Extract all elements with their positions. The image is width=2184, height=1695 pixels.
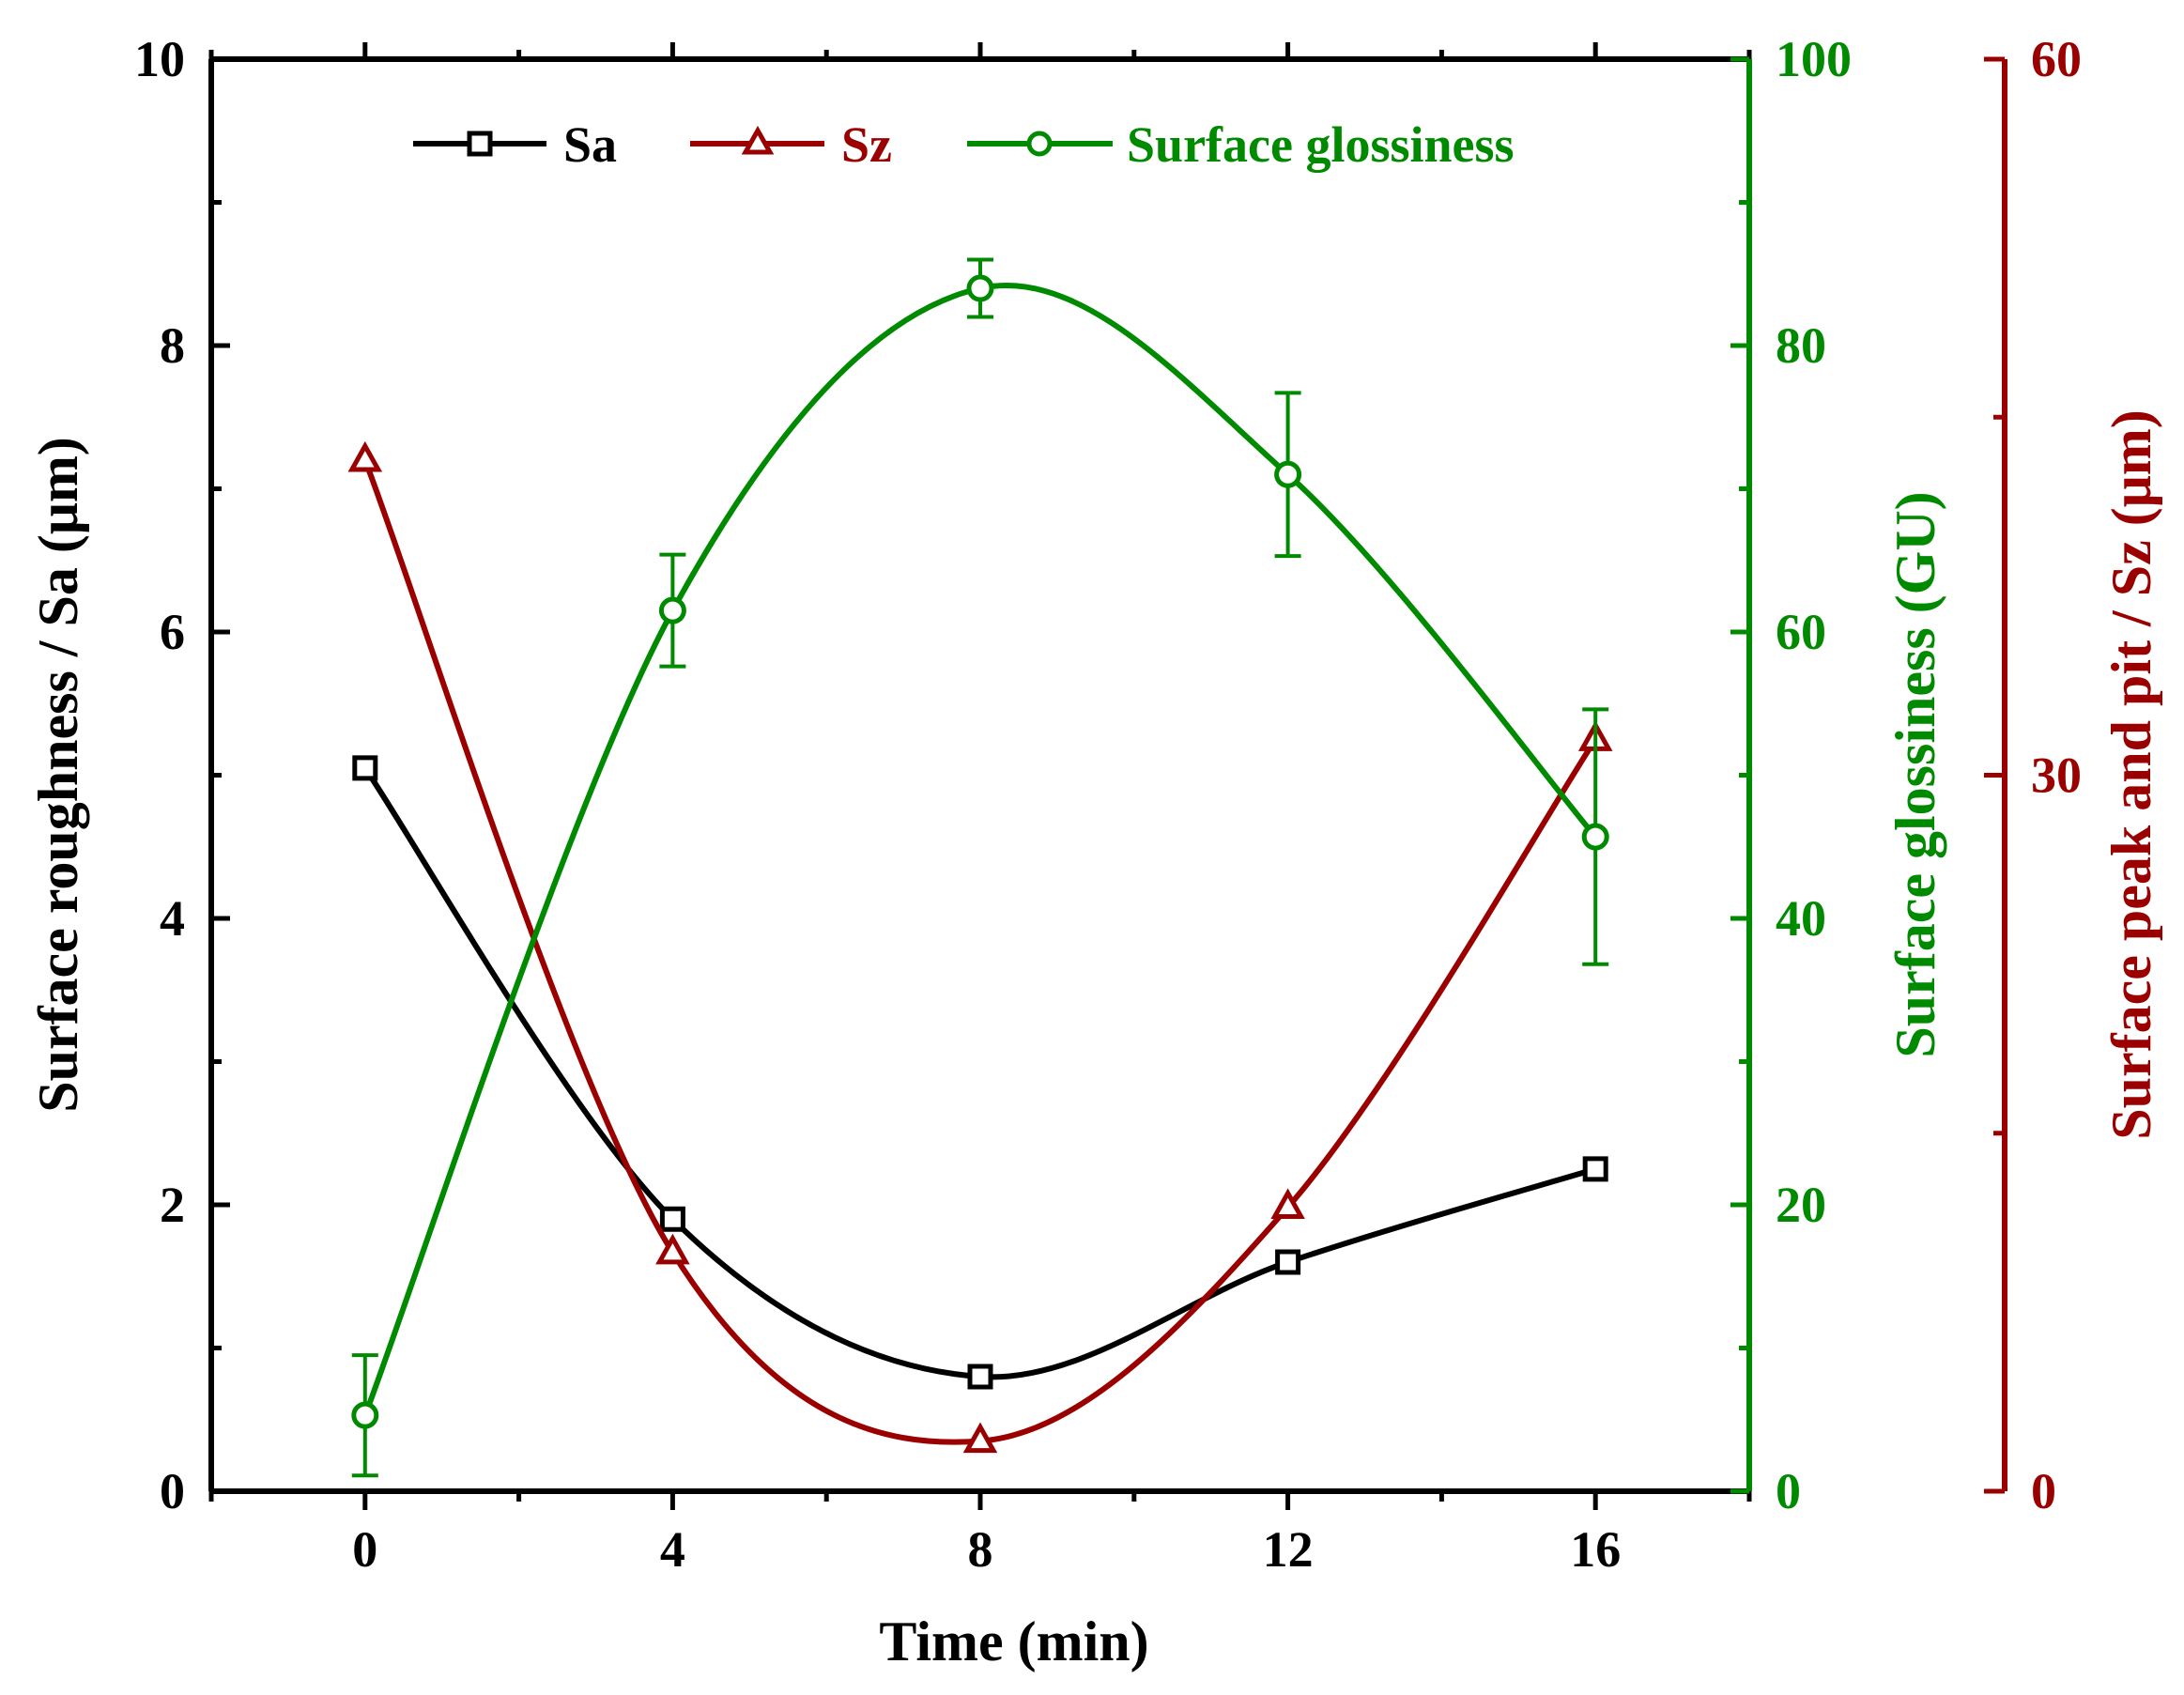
left-tick-label-4: 4 [160,890,185,947]
x-tick-label-0: 0 [352,1521,377,1578]
sz-line [362,458,1598,1445]
glossiness-tick-label-20: 20 [1776,1177,1826,1233]
series-layer [347,257,1613,1478]
glossiness-tick-label-60: 60 [1776,604,1826,660]
sz-point-4 [655,1233,690,1265]
sz-axis-title: Surface peak and pit / Sz (μm) [2100,409,2162,1139]
surface-glossiness-point-0 [351,1401,379,1429]
sz-point-12 [1270,1188,1305,1220]
surface-glossiness-line [361,283,1598,1417]
legend-sz-marker [741,125,775,155]
sa-point-4 [659,1206,685,1232]
glossiness-tick-label-80: 80 [1776,317,1826,374]
sa-point-0 [352,755,378,781]
legend-glossiness-marker [1026,131,1053,157]
x-axis-title: Time (min) [879,1610,1148,1672]
legend-entry-glossiness: Surface glossiness [967,116,1515,173]
sz-tick-label-0: 0 [2031,1463,2056,1519]
left-axis-title: Surface roughness / Sa (μm) [27,437,89,1113]
sz-tick-label-30: 30 [2031,747,2082,804]
sz-point-0 [347,440,383,472]
legend-glossiness-label: Surface glossiness [1127,116,1515,173]
left-tick-label-6: 6 [160,604,185,660]
left-tick-label-10: 10 [134,31,185,87]
glossiness-tick-label-100: 100 [1776,31,1852,87]
x-tick-label-8: 8 [968,1521,993,1578]
x-tick-label-12: 12 [1263,1521,1314,1578]
glossiness-tick-label-40: 40 [1776,890,1826,947]
glossiness-axis-title: Surface glossiness (GU) [1884,491,1946,1057]
surface-glossiness-point-8 [966,274,994,302]
sa-point-16 [1582,1156,1608,1182]
legend-sa-marker [467,131,493,157]
legend-sa-label: Sa [563,116,617,173]
x-tick-label-16: 16 [1570,1521,1621,1578]
left-tick-label-8: 8 [160,317,185,374]
sz-point-8 [962,1422,998,1454]
legend-sz-label: Sz [841,116,892,173]
surface-glossiness-point-12 [1274,460,1302,488]
sz-tick-label-60: 60 [2031,31,2082,87]
left-tick-label-2: 2 [160,1177,185,1233]
legend: Sa Sz Surface glossiness [413,116,1515,173]
legend-entry-sa: Sa [413,116,617,173]
sa-point-8 [967,1364,993,1390]
left-tick-label-0: 0 [160,1463,185,1519]
sa-line [362,766,1597,1380]
legend-entry-sz: Sz [690,116,892,173]
surface-glossiness-point-4 [658,596,686,624]
surface-glossiness-point-16 [1581,823,1609,851]
x-tick-label-4: 4 [660,1521,685,1578]
glossiness-tick-label-0: 0 [1776,1463,1801,1519]
sa-point-12 [1275,1249,1301,1275]
